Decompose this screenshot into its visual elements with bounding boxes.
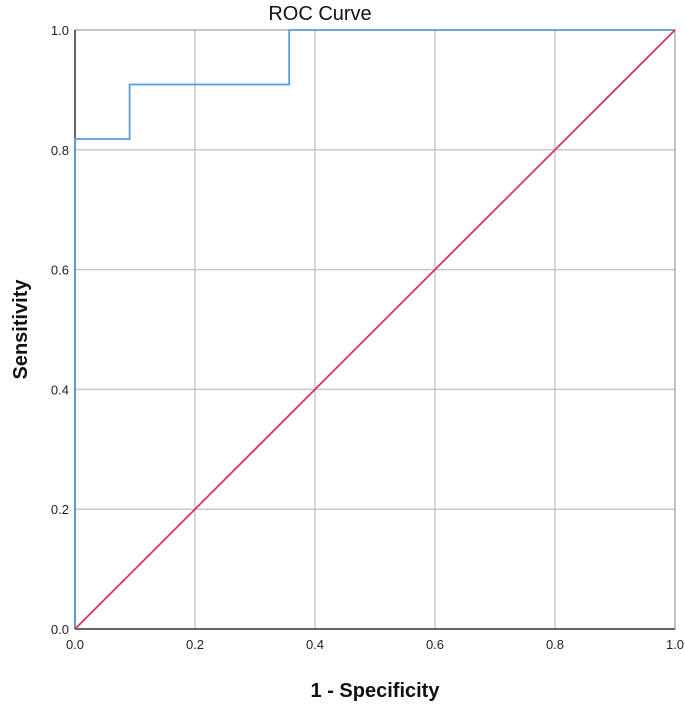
x-tick-label: 0.2 — [186, 637, 204, 652]
y-tick-label: 1.0 — [51, 23, 69, 38]
x-tick-label: 0.6 — [426, 637, 444, 652]
reference-diagonal-line — [74, 29, 676, 630]
y-tick-label: 0.8 — [51, 143, 69, 158]
x-tick-label: 0.0 — [66, 637, 84, 652]
roc-curve-line — [74, 29, 675, 629]
y-tick-label: 0.4 — [51, 382, 69, 397]
grid — [75, 30, 675, 629]
y-axis-title: Sensitivity — [10, 279, 32, 380]
x-axis-title: 1 - Specificity — [311, 680, 441, 702]
series-layer — [74, 29, 676, 630]
x-tick-label: 1.0 — [666, 637, 684, 652]
y-tick-label: 0.2 — [51, 502, 69, 517]
chart-title: ROC Curve — [268, 3, 371, 25]
x-tick-labels: 0.0 0.2 0.4 0.6 0.8 1.0 — [66, 637, 684, 652]
x-tick-label: 0.8 — [546, 637, 564, 652]
x-tick-label: 0.4 — [306, 637, 324, 652]
y-tick-label: 0.0 — [51, 622, 69, 637]
y-tick-labels: 0.0 0.2 0.4 0.6 0.8 1.0 — [51, 23, 69, 637]
y-tick-label: 0.6 — [51, 263, 69, 278]
